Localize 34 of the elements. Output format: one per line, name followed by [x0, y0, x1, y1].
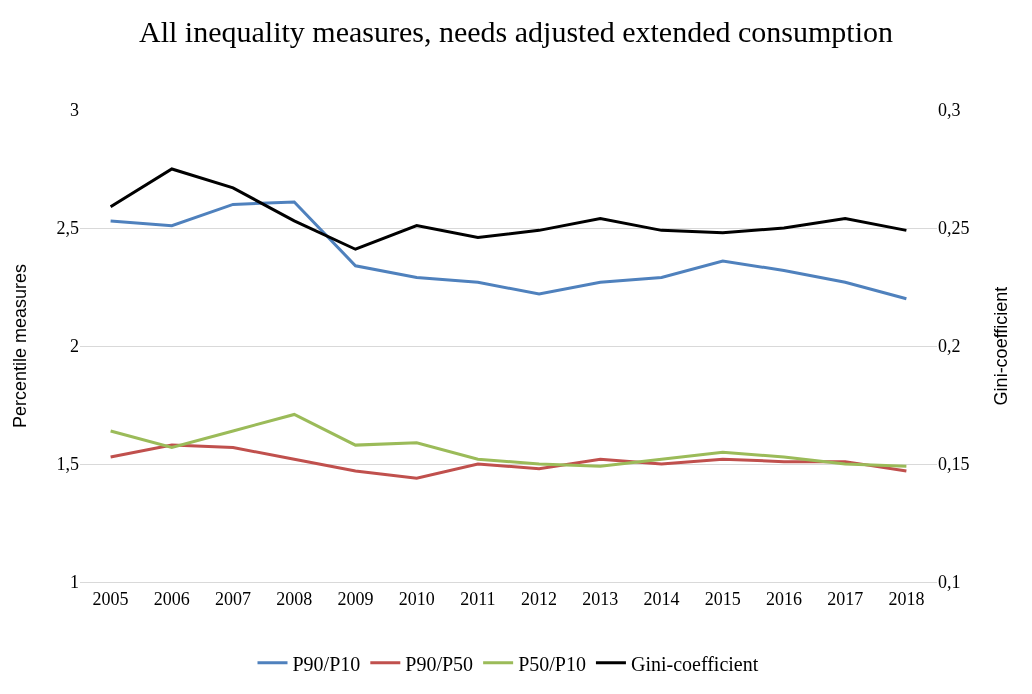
y-tick-label: 1 [70, 572, 79, 593]
legend-label: P50/P10 [518, 652, 586, 675]
legend-label: P90/P10 [292, 652, 361, 675]
x-tick-label: 2016 [765, 588, 802, 609]
y2-tick-label: 0,3 [938, 100, 961, 121]
y-tick-label: 2 [70, 336, 79, 357]
x-tick-label: 2013 [582, 588, 619, 609]
x-tick-label: 2010 [398, 588, 435, 609]
y2-tick-label: 0,25 [938, 218, 970, 239]
line-series [109, 412, 908, 468]
y2-tick-label: 0,2 [938, 336, 961, 357]
line-series [109, 200, 908, 301]
line-series [109, 167, 908, 251]
y-axis-title: Percentile measures [9, 263, 30, 429]
x-tick-label: 2011 [460, 588, 496, 609]
x-tick-label: 2008 [276, 588, 313, 609]
y-tick-label: 1,5 [56, 454, 79, 475]
x-tick-label: 2018 [888, 588, 925, 609]
legend-label: P90/P50 [405, 652, 474, 675]
y2-tick-label: 0,15 [938, 454, 970, 475]
legend-label: Gini-coefficient [630, 652, 759, 675]
chart-title: All inequality measures, needs adjusted extended consumption [139, 14, 893, 48]
x-tick-label: 2017 [827, 588, 864, 609]
y-tick-label: 2,5 [56, 218, 79, 239]
x-tick-label: 2009 [337, 588, 374, 609]
x-tick-label: 2014 [643, 588, 680, 609]
x-tick-label: 2007 [215, 588, 252, 609]
x-tick-label: 2012 [521, 588, 558, 609]
y2-tick-label: 0,1 [938, 572, 961, 593]
x-tick-label: 2015 [704, 588, 741, 609]
x-tick-label: 2005 [92, 588, 129, 609]
x-tick-label: 2006 [153, 588, 190, 609]
y2-axis-title: Gini-coefficient [990, 286, 1011, 406]
y-tick-label: 3 [70, 100, 79, 121]
